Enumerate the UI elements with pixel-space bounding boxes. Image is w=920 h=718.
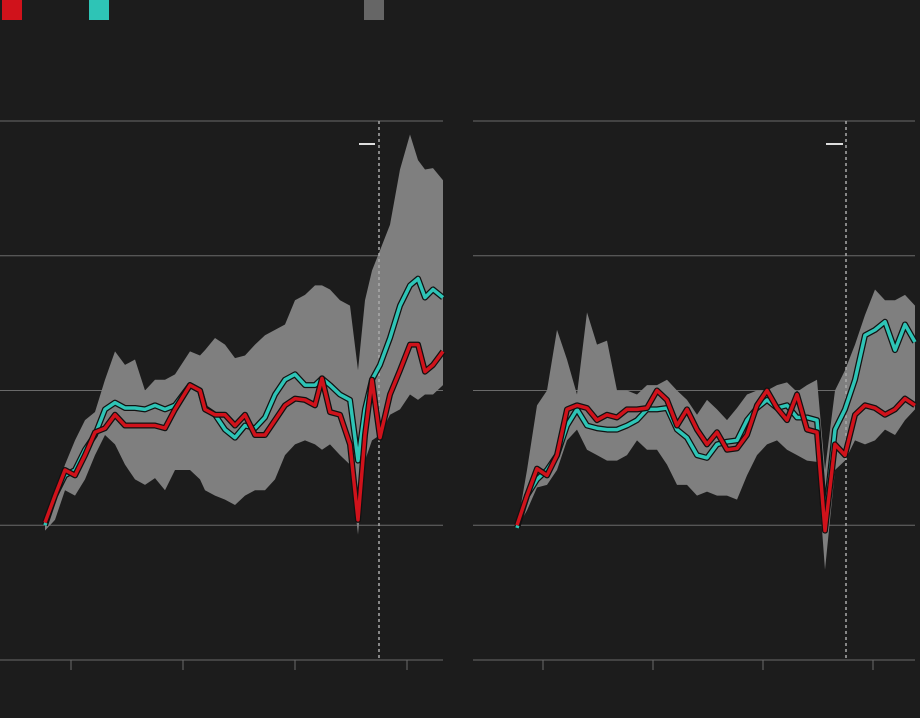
legend-swatch xyxy=(89,0,109,20)
range-band xyxy=(45,134,443,535)
legend-swatch xyxy=(2,0,22,20)
line xyxy=(515,320,917,529)
legend-swatch xyxy=(364,0,384,20)
line xyxy=(43,342,445,524)
line xyxy=(515,388,916,533)
